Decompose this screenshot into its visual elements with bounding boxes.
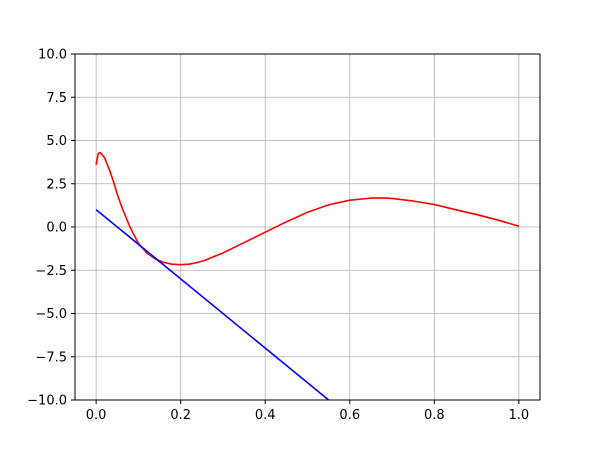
x-tick-label: 1.0 <box>509 408 530 423</box>
x-tick-label: 0.2 <box>170 408 191 423</box>
y-tick-label: 5.0 <box>46 134 67 149</box>
x-tick-label: 0.4 <box>255 408 276 423</box>
series-line-1 <box>95 151 520 266</box>
y-tick-labels: −10.0 −7.5 −5.0 −2.5 0.0 2.5 5.0 7.5 10.0 <box>27 48 67 409</box>
y-tick-label: 0.0 <box>46 221 67 236</box>
x-tick-label: 0.0 <box>86 408 107 423</box>
tick-marks <box>71 53 520 404</box>
y-tick-label: −5.0 <box>35 307 67 322</box>
y-tick-label: 7.5 <box>46 91 67 106</box>
series-line-2 <box>95 209 330 400</box>
x-tick-label: 0.8 <box>424 408 445 423</box>
x-tick-labels: 0.0 0.2 0.4 0.6 0.8 1.0 <box>86 408 529 423</box>
y-tick-label: 10.0 <box>38 48 67 63</box>
x-tick-label: 0.6 <box>339 408 360 423</box>
y-tick-label: −10.0 <box>27 394 67 409</box>
y-tick-label: −2.5 <box>35 264 67 279</box>
y-tick-label: 2.5 <box>46 177 67 192</box>
data-series <box>95 151 520 400</box>
y-tick-label: −7.5 <box>35 350 67 365</box>
grid-lines <box>75 53 540 401</box>
